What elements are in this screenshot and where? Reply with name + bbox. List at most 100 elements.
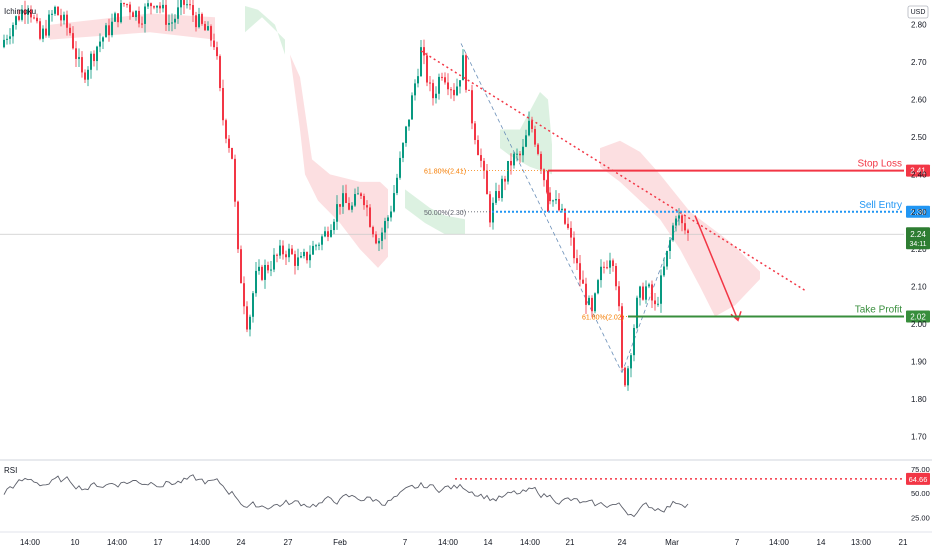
price-tick-label: 2.60 [911, 96, 927, 105]
candle-body [279, 245, 281, 256]
candle-body [252, 293, 254, 317]
candle-body [189, 4, 191, 6]
candle-body [180, 0, 182, 8]
time-tick-label: 14 [817, 538, 826, 547]
time-tick-label: 21 [899, 538, 908, 547]
candle-body [288, 248, 290, 258]
level-name: Sell Entry [859, 200, 902, 211]
candle-body [351, 205, 353, 210]
time-tick-label: 7 [735, 538, 740, 547]
candle-body [429, 82, 431, 84]
price-tick-label: 2.10 [911, 283, 927, 292]
candle-body [276, 254, 278, 256]
candle-body [390, 211, 392, 218]
candle-body [42, 28, 44, 39]
candle-body [267, 264, 269, 271]
candle-body [411, 95, 413, 120]
candle-body [135, 10, 137, 18]
candle-body [423, 47, 425, 56]
candle-body [93, 53, 95, 62]
candle-body [498, 191, 500, 199]
candle-body [156, 5, 158, 8]
candle-body [306, 251, 308, 261]
candle-body [183, 0, 185, 5]
candle-body [513, 153, 515, 166]
cloud-bull-segment [405, 189, 465, 235]
level-name: Take Profit [855, 305, 902, 316]
candle-body [444, 77, 446, 83]
candle-body [657, 303, 659, 305]
candle-body [75, 48, 77, 59]
candle-body [537, 144, 539, 154]
candle-body [27, 9, 29, 15]
candle-body [165, 4, 167, 25]
candle-body [591, 297, 593, 312]
candle-body [177, 7, 179, 19]
candle-body [474, 123, 476, 140]
candle-body [108, 25, 110, 36]
candle-body [249, 316, 251, 330]
candle-body [282, 245, 284, 255]
candle-body [195, 15, 197, 28]
candle-body [585, 283, 587, 305]
candle-body [186, 4, 188, 6]
ichimoku-cloud [50, 6, 760, 317]
candle-body [516, 153, 518, 155]
candle-body [381, 232, 383, 241]
candle-body [618, 286, 620, 307]
candle-body [441, 76, 443, 78]
candle-body [291, 248, 293, 255]
time-tick-label: 14:00 [438, 538, 459, 547]
candle-body [117, 13, 119, 23]
candle-body [684, 223, 686, 231]
current-price-value: 2.24 [910, 230, 926, 239]
candle-body [510, 160, 512, 166]
candle-body [606, 267, 608, 269]
price-tick-label: 2.50 [911, 133, 927, 142]
candle-body [312, 245, 314, 255]
price-tick-label: 1.70 [911, 432, 927, 441]
candle-body [660, 275, 662, 304]
candle-body [36, 17, 38, 22]
candle-body [159, 5, 161, 9]
candle-body [576, 258, 578, 264]
candle-body [369, 207, 371, 227]
candle-body [204, 23, 206, 31]
candle-body [162, 4, 164, 9]
candle-body [435, 93, 437, 99]
candle-body [51, 13, 53, 15]
candle-body [318, 244, 320, 246]
candle-body [237, 201, 239, 250]
candle-body [234, 158, 236, 202]
time-tick-label: 14 [484, 538, 493, 547]
pattern-leg [460, 43, 623, 373]
candle-body [432, 83, 434, 99]
candle-body [198, 14, 200, 28]
candle-body [21, 9, 23, 20]
candle-body [210, 26, 212, 41]
time-tick-label: Feb [333, 538, 347, 547]
candle-body [642, 286, 644, 300]
candle-body [486, 170, 488, 195]
candle-body [552, 200, 554, 202]
candle-body [174, 18, 176, 23]
candle-body [420, 47, 422, 77]
level-name: Stop Loss [858, 159, 902, 170]
candle-body [573, 237, 575, 259]
candle-body [69, 27, 71, 34]
fib-label: 61.80%(2.41) [424, 169, 466, 176]
current-price-badge [906, 227, 930, 250]
candle-body [468, 89, 470, 91]
candle-body [624, 367, 626, 386]
candle-body [570, 227, 572, 238]
candle-body [78, 57, 80, 59]
candle-body [72, 33, 74, 49]
price-tick-label: 1.80 [911, 395, 927, 404]
price-tick-label: 2.00 [911, 320, 927, 329]
candle-body [354, 194, 356, 206]
candle-body [339, 204, 341, 207]
candle-body [528, 120, 530, 136]
candle-body [375, 234, 377, 244]
time-tick-label: 10 [71, 538, 80, 547]
